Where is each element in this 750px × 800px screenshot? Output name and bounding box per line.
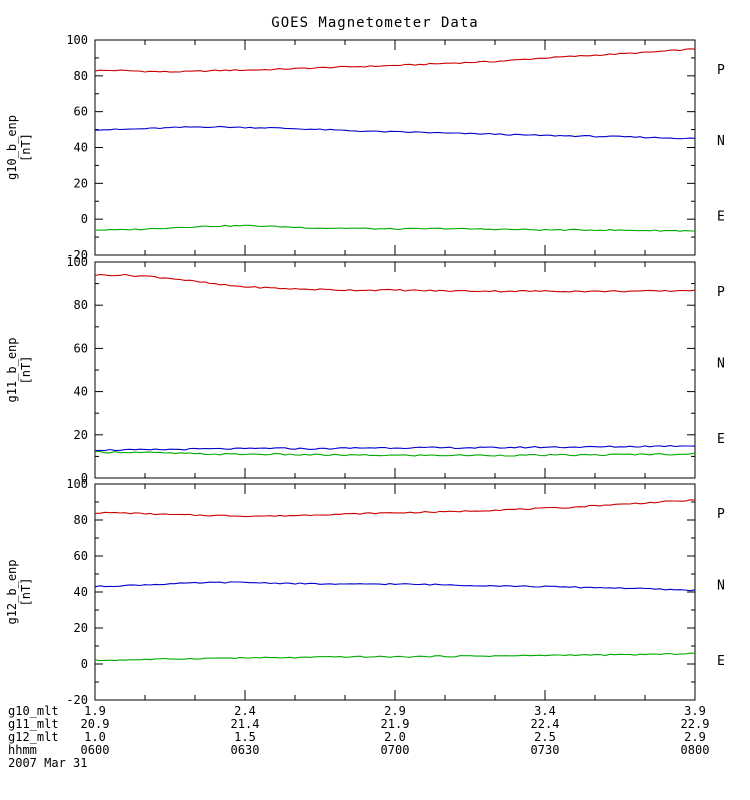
panel-g11_b_enp: 0 20 40 60 80 100 g11_b_enp [nT] P N E	[5, 255, 725, 485]
y-tick-label: 80	[74, 298, 88, 312]
x-axis-label-block: g10_mlt 1.9 2.4 2.9 3.4 3.9 g11_mlt 20.9 21.4 21.…	[8, 704, 709, 770]
axis-row-value: 21.4	[231, 717, 260, 731]
trace-P-g10_b_enp	[94, 48, 696, 73]
axis-row-value: 0700	[381, 743, 410, 757]
axis-row-value: 2.0	[384, 730, 406, 744]
y-tick-label: 60	[74, 105, 88, 119]
axis-row-value: 2.4	[234, 704, 256, 718]
panel-ylabel-units: [nT]	[19, 578, 33, 607]
y-tick-label: 60	[74, 549, 88, 563]
axis-row-value: 3.4	[534, 704, 556, 718]
component-label-N: N	[717, 579, 725, 594]
axis-row-name: g11_mlt	[8, 717, 59, 731]
axis-row-value: 22.9	[681, 717, 710, 731]
axis-row-value: 0600	[81, 743, 110, 757]
axis-row-value: 0800	[681, 743, 710, 757]
component-label-P: P	[717, 63, 725, 78]
axis-row-value: 0630	[231, 743, 260, 757]
component-label-E: E	[717, 654, 725, 669]
y-tick-label: 100	[66, 33, 88, 47]
axis-row-name: g10_mlt	[8, 704, 59, 718]
y-tick-label: 80	[74, 69, 88, 83]
trace-P-g11_b_enp	[94, 273, 696, 293]
axis-row-g10_mlt: g10_mlt 1.9 2.4 2.9 3.4 3.9	[8, 704, 706, 718]
panel-frame	[94, 483, 696, 701]
y-tick-label: 0	[81, 212, 88, 226]
axis-row-value: 2.9	[684, 730, 706, 744]
panel-ylabel: g11_b_enp	[5, 337, 19, 402]
y-tick-label: -20	[66, 248, 88, 262]
axis-row-value: 2.9	[384, 704, 406, 718]
axis-row-value: 0730	[531, 743, 560, 757]
component-label-N: N	[717, 134, 725, 149]
panel-frame	[94, 39, 696, 256]
panel-g12_b_enp: -20 0 20 40 60 80 100 g12_b_enp [nT] P N E	[5, 477, 725, 707]
axis-row-value: 1.5	[234, 730, 256, 744]
y-tick-label: 20	[74, 428, 88, 442]
trace-E-g12_b_enp	[94, 581, 696, 592]
axis-row-value: 1.0	[84, 730, 106, 744]
trace-P-g12_b_enp	[95, 499, 696, 518]
y-tick-label: 80	[74, 513, 88, 527]
component-label-P: P	[717, 507, 725, 522]
component-label-E: E	[717, 209, 725, 224]
y-tick-label: 0	[81, 657, 88, 671]
y-tick-label: 40	[74, 385, 88, 399]
y-tick-label: 20	[74, 176, 88, 190]
panel-ylabel: g12_b_enp	[5, 559, 19, 624]
date-label: 2007 Mar 31	[8, 756, 87, 770]
axis-row-value: 21.9	[381, 717, 410, 731]
y-tick-label: 60	[74, 341, 88, 355]
trace-N-g12_b_enp	[94, 652, 696, 662]
panel-g10_b_enp: -20 0 20 40 60 80 100 g10_b_enp [nT] P N E	[5, 33, 725, 262]
axis-row-name: g12_mlt	[8, 730, 59, 744]
axis-row-value: 2.5	[534, 730, 556, 744]
y-tick-label: 40	[74, 141, 88, 155]
axis-row-value: 20.9	[81, 717, 110, 731]
trace-N-g10_b_enp	[94, 224, 696, 232]
trace-E-g11_b_enp	[94, 445, 696, 452]
y-tick-label: 100	[66, 477, 88, 491]
panel-ylabel: g10_b_enp	[5, 115, 19, 180]
trace-N-g11_b_enp	[94, 450, 696, 457]
axis-row-value: 22.4	[531, 717, 560, 731]
panel-ylabel-units: [nT]	[19, 133, 33, 162]
component-label-N: N	[717, 357, 725, 372]
axis-row-value: 1.9	[84, 704, 106, 718]
y-tick-label: -20	[66, 693, 88, 707]
component-label-P: P	[717, 285, 725, 300]
trace-E-g10_b_enp	[94, 125, 696, 140]
chart-title: GOES Magnetometer Data	[271, 15, 478, 31]
panel-frame	[94, 261, 696, 479]
y-tick-label: 0	[81, 471, 88, 485]
axis-row-name: hhmm	[8, 743, 37, 757]
axis-row-g11_mlt: g11_mlt 20.9 21.4 21.9 22.4 22.9	[8, 717, 709, 731]
panel-ylabel-units: [nT]	[19, 356, 33, 385]
axis-row-value: 3.9	[684, 704, 706, 718]
y-tick-label: 20	[74, 621, 88, 635]
component-label-E: E	[717, 432, 725, 447]
axis-row-hhmm: hhmm 0600 0630 0700 0730 0800	[8, 743, 709, 757]
axis-row-g12_mlt: g12_mlt 1.0 1.5 2.0 2.5 2.9	[8, 730, 706, 744]
y-tick-label: 100	[66, 255, 88, 269]
y-tick-label: 40	[74, 585, 88, 599]
